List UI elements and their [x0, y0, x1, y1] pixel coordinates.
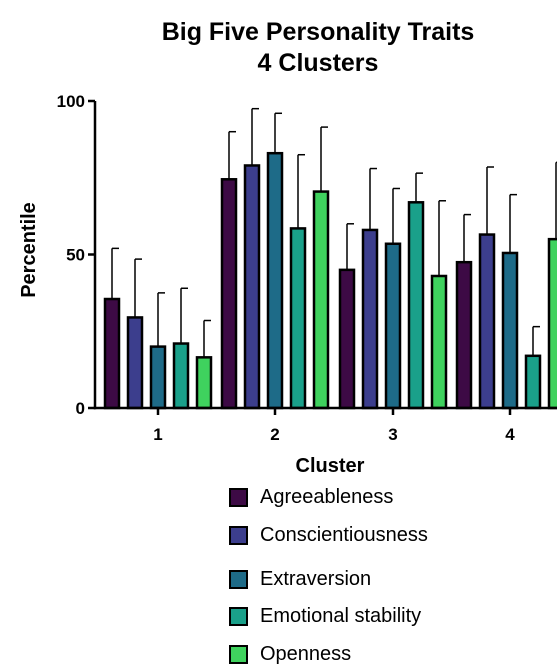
x-tick-label: 2	[270, 425, 279, 444]
legend-swatch	[229, 570, 248, 589]
bar	[407, 201, 425, 410]
chart-title-line-1: Big Five Personality Traits	[162, 18, 475, 46]
x-tick-label: 4	[505, 425, 515, 444]
y-tick-label: 50	[66, 246, 85, 265]
bar	[126, 316, 144, 410]
bar	[103, 297, 121, 410]
legend-label: Conscientiousness	[260, 524, 428, 546]
legend-swatch	[229, 526, 248, 545]
bar	[312, 190, 330, 410]
bars-group	[103, 151, 557, 410]
bar	[220, 178, 238, 410]
bar	[361, 228, 379, 410]
y-tick-label: 100	[57, 92, 85, 111]
legend-item: Conscientiousness	[229, 524, 428, 547]
bar	[524, 354, 542, 410]
x-tick-label: 1	[153, 425, 162, 444]
legend-item: Openness	[229, 643, 351, 666]
bar	[289, 227, 307, 410]
chart-title-line-2: 4 Clusters	[258, 49, 379, 77]
axes-group: 1 2 3 4 0 50 100	[57, 92, 557, 444]
bar	[478, 233, 496, 410]
error-bars-group	[111, 107, 557, 358]
y-tick-label: 0	[76, 399, 85, 418]
bar	[149, 345, 167, 410]
legend-label: Emotional stability	[260, 605, 422, 627]
legend-swatch	[229, 607, 248, 626]
bar	[172, 342, 190, 410]
bar	[430, 274, 448, 410]
legend-label: Agreeableness	[260, 486, 394, 508]
y-axis-title: Percentile	[18, 202, 40, 298]
legend-label: Openness	[260, 643, 352, 665]
bar	[195, 356, 213, 410]
legend-item: Extraversion	[229, 568, 371, 591]
x-tick-label: 3	[388, 425, 397, 444]
legend-swatch	[229, 645, 248, 664]
legend-item: Agreeableness	[229, 486, 393, 509]
bar	[455, 260, 473, 410]
bar	[338, 268, 356, 410]
bar	[243, 164, 261, 410]
x-axis-title: Cluster	[296, 455, 365, 477]
bar	[384, 242, 402, 410]
legend-label: Extraversion	[260, 568, 372, 590]
bar	[266, 151, 284, 410]
legend-item: Emotional stability	[229, 605, 421, 628]
legend-swatch	[229, 488, 248, 507]
bar	[501, 251, 519, 410]
bar	[547, 237, 557, 410]
